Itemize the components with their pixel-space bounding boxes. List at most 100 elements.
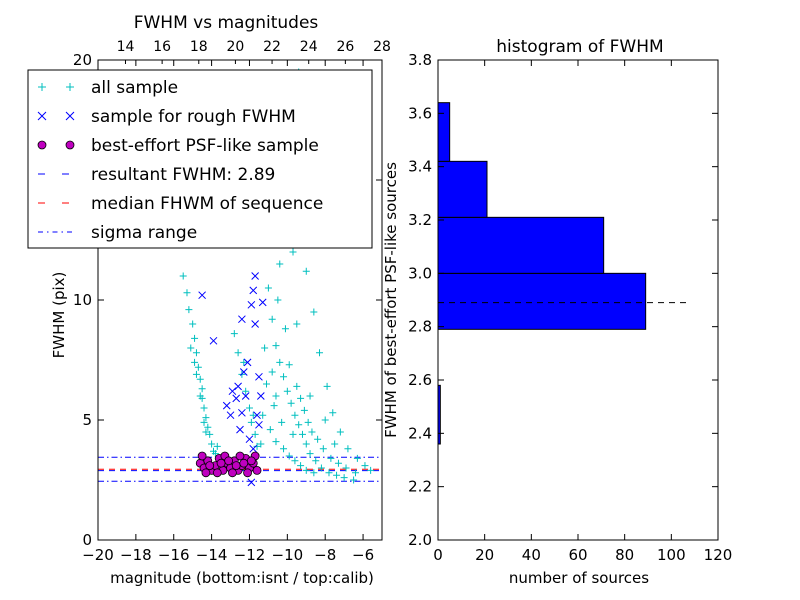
x-tick-label: −18 — [120, 546, 152, 564]
data-point-plus — [278, 418, 286, 426]
x-tick-label: −12 — [234, 546, 266, 564]
y-tick-label: 3.4 — [408, 158, 432, 176]
histogram-bar — [438, 272, 647, 330]
data-point-plus — [202, 414, 210, 422]
data-point-plus — [280, 373, 288, 381]
data-point-x — [236, 425, 244, 434]
data-point-circle — [243, 468, 252, 478]
data-point-x — [239, 368, 248, 376]
data-point-plus — [293, 320, 301, 328]
top-tick-label: 26 — [336, 39, 354, 55]
data-point-plus — [297, 462, 305, 470]
data-point-x — [232, 394, 241, 403]
data-point-plus — [257, 440, 265, 448]
legend-marker-x — [37, 111, 47, 121]
data-point-x — [228, 387, 237, 396]
data-point-x — [251, 272, 260, 280]
data-point-plus — [285, 452, 293, 460]
y-tick-label: 2.4 — [408, 424, 432, 442]
data-point-x — [226, 411, 235, 420]
legend-box — [27, 69, 373, 249]
top-tick-label: 14 — [117, 39, 135, 55]
x-tick-label: −6 — [352, 546, 374, 564]
data-point-plus — [304, 418, 312, 426]
histogram-bar — [438, 384, 441, 445]
left-y-axis-label: FWHM (pix) — [50, 272, 68, 359]
data-point-plus — [268, 315, 276, 323]
x-tick-label: 80 — [615, 546, 634, 564]
data-point-x — [238, 408, 246, 417]
data-point-plus — [293, 382, 301, 390]
histogram-bar — [438, 160, 488, 218]
data-point-plus — [295, 421, 303, 429]
top-tick-label: 24 — [300, 39, 318, 55]
data-point-plus — [208, 440, 216, 448]
data-point-plus — [319, 445, 327, 453]
data-point-plus — [264, 284, 272, 292]
data-point-plus — [327, 454, 335, 462]
data-point-plus — [268, 368, 276, 376]
top-tick-label: 20 — [227, 39, 245, 55]
data-point-circle — [239, 458, 249, 468]
y-tick-label: 5 — [82, 411, 92, 429]
right-chart-title: histogram of FWHM — [496, 37, 663, 57]
data-point-x — [245, 435, 254, 444]
data-point-plus — [281, 325, 289, 333]
data-point-plus — [289, 430, 297, 438]
data-point-plus — [291, 411, 299, 419]
x-tick-label: 60 — [568, 546, 587, 564]
data-point-plus — [211, 450, 219, 458]
data-point-plus — [272, 342, 280, 350]
y-tick-label: 2.6 — [408, 371, 432, 389]
right-y-axis: 2.0 2.2 2.4 2.6 2.8 3.0 3.2 3.4 3.6 3.8 — [408, 51, 718, 549]
data-point-plus — [302, 440, 310, 448]
data-point-plus — [183, 289, 191, 297]
data-point-circle — [252, 465, 262, 475]
y-tick-label: 3.8 — [408, 51, 432, 69]
fwhm-histogram: 0 20 40 60 80 100 120 2.0 2.2 2.4 2.6 2.8 3.0 3.2 3.4… — [382, 37, 732, 587]
data-point-plus — [200, 418, 208, 426]
data-point-plus — [316, 349, 324, 357]
data-point-plus — [334, 459, 342, 467]
data-point-x — [247, 300, 256, 309]
data-point-plus — [302, 466, 310, 474]
data-point-circle — [212, 468, 222, 478]
data-point-plus — [302, 267, 310, 275]
data-point-plus — [272, 392, 280, 400]
legend-marker-plus — [38, 83, 46, 91]
data-point-plus — [189, 320, 197, 328]
data-point-x — [255, 420, 263, 429]
x-tick-label: 40 — [522, 546, 541, 564]
data-point-plus — [329, 409, 337, 417]
legend-entry-resultant-fwhm: resultant FWHM: 2.89 — [91, 165, 275, 185]
y-tick-label: 3.2 — [408, 211, 432, 229]
data-point-plus — [289, 248, 297, 256]
data-point-x — [209, 336, 218, 345]
data-point-plus — [204, 423, 212, 431]
data-point-plus — [285, 361, 293, 369]
legend-entry-all-sample: all sample — [91, 78, 178, 98]
right-x-axis-label: number of sources — [509, 569, 649, 587]
data-point-x — [251, 320, 260, 328]
data-point-x — [255, 372, 263, 381]
right-x-axis: 0 20 40 60 80 100 120 — [433, 60, 732, 564]
data-point-x — [247, 478, 256, 487]
data-point-plus — [192, 349, 200, 357]
data-point-plus — [283, 387, 291, 395]
data-point-plus — [300, 406, 308, 414]
data-point-plus — [280, 445, 288, 453]
data-point-x — [234, 382, 242, 391]
data-point-plus — [196, 375, 204, 383]
data-point-plus — [234, 349, 242, 357]
x-tick-label: −8 — [314, 546, 336, 564]
data-point-plus — [276, 358, 284, 366]
top-tick-label: 22 — [263, 39, 281, 55]
data-point-plus — [331, 440, 339, 448]
data-point-x — [256, 392, 265, 400]
data-point-plus — [317, 464, 325, 472]
data-point-plus — [249, 411, 257, 419]
data-point-plus — [245, 404, 253, 412]
data-point-x — [238, 315, 246, 324]
data-point-circle — [228, 468, 237, 478]
y-tick-label: 0 — [82, 531, 92, 549]
